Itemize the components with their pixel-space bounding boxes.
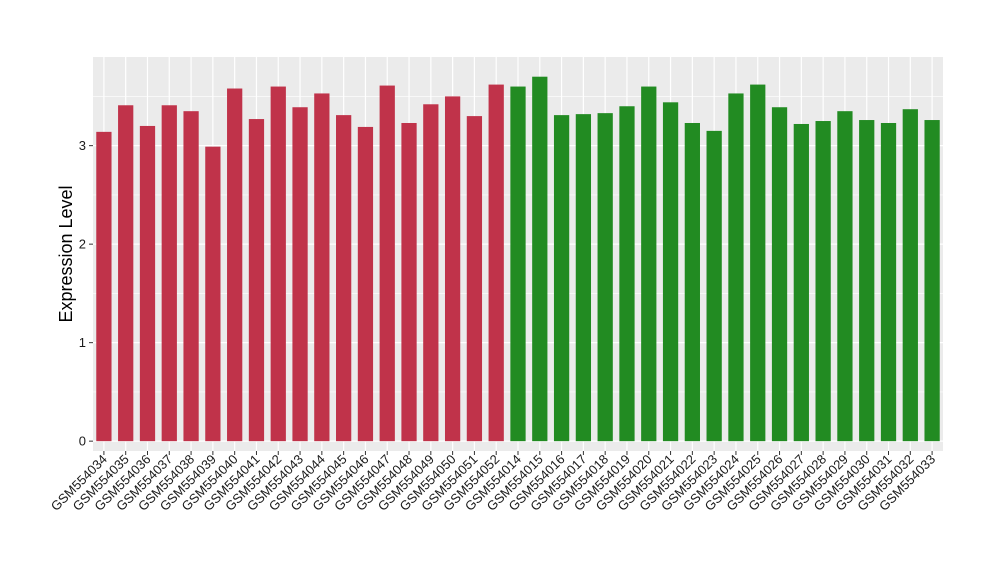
bar-GSM554037 [161, 105, 177, 442]
bar-GSM554014 [510, 86, 526, 442]
bar-GSM554035 [118, 105, 134, 442]
bar-GSM554019 [619, 106, 635, 442]
bars [96, 76, 940, 442]
y-tick-label: 3 [79, 138, 86, 153]
bar-GSM554052 [488, 84, 504, 442]
bar-GSM554016 [553, 115, 570, 442]
bar-GSM554048 [401, 122, 417, 442]
bar-GSM554020 [641, 86, 657, 442]
y-tick-label: 0 [79, 434, 86, 449]
bar-GSM554031 [880, 122, 897, 442]
bar-GSM554039 [205, 146, 221, 442]
y-axis: 0 1 2 3 [79, 138, 93, 449]
bar-GSM554038 [183, 111, 199, 442]
bar-GSM554032 [902, 109, 918, 442]
bar-GSM554021 [662, 102, 679, 442]
bar-GSM554028 [815, 121, 831, 442]
bar-GSM554045 [336, 115, 352, 442]
y-tick-label: 1 [79, 335, 86, 350]
bar-GSM554034 [96, 131, 112, 442]
bar-GSM554040 [227, 88, 243, 442]
bar-GSM554024 [728, 93, 744, 442]
bar-GSM554025 [750, 84, 766, 442]
bar-GSM554041 [248, 119, 265, 442]
bar-GSM554030 [859, 120, 875, 442]
bar-GSM554027 [793, 123, 809, 442]
bar-GSM554044 [314, 93, 330, 442]
bar-GSM554015 [532, 76, 548, 442]
bar-GSM554043 [292, 107, 308, 442]
bar-GSM554042 [270, 86, 286, 442]
bar-GSM554050 [444, 96, 461, 442]
bar-GSM554036 [139, 125, 156, 442]
x-axis: GSM554034GSM554035GSM554036GSM554037GSM5… [48, 451, 938, 514]
bar-GSM554018 [597, 113, 613, 442]
bar-GSM554046 [357, 126, 374, 442]
bar-GSM554049 [423, 104, 439, 442]
bar-GSM554022 [684, 122, 700, 442]
y-tick-label: 2 [79, 237, 86, 252]
bar-GSM554033 [924, 120, 940, 442]
bar-GSM554047 [379, 85, 395, 442]
bar-GSM554029 [837, 111, 853, 442]
bar-GSM554023 [706, 130, 722, 442]
bar-GSM554026 [771, 107, 788, 442]
y-axis-title: Expression Level [56, 185, 76, 322]
bar-GSM554051 [466, 116, 483, 442]
bar-GSM554017 [575, 114, 592, 442]
